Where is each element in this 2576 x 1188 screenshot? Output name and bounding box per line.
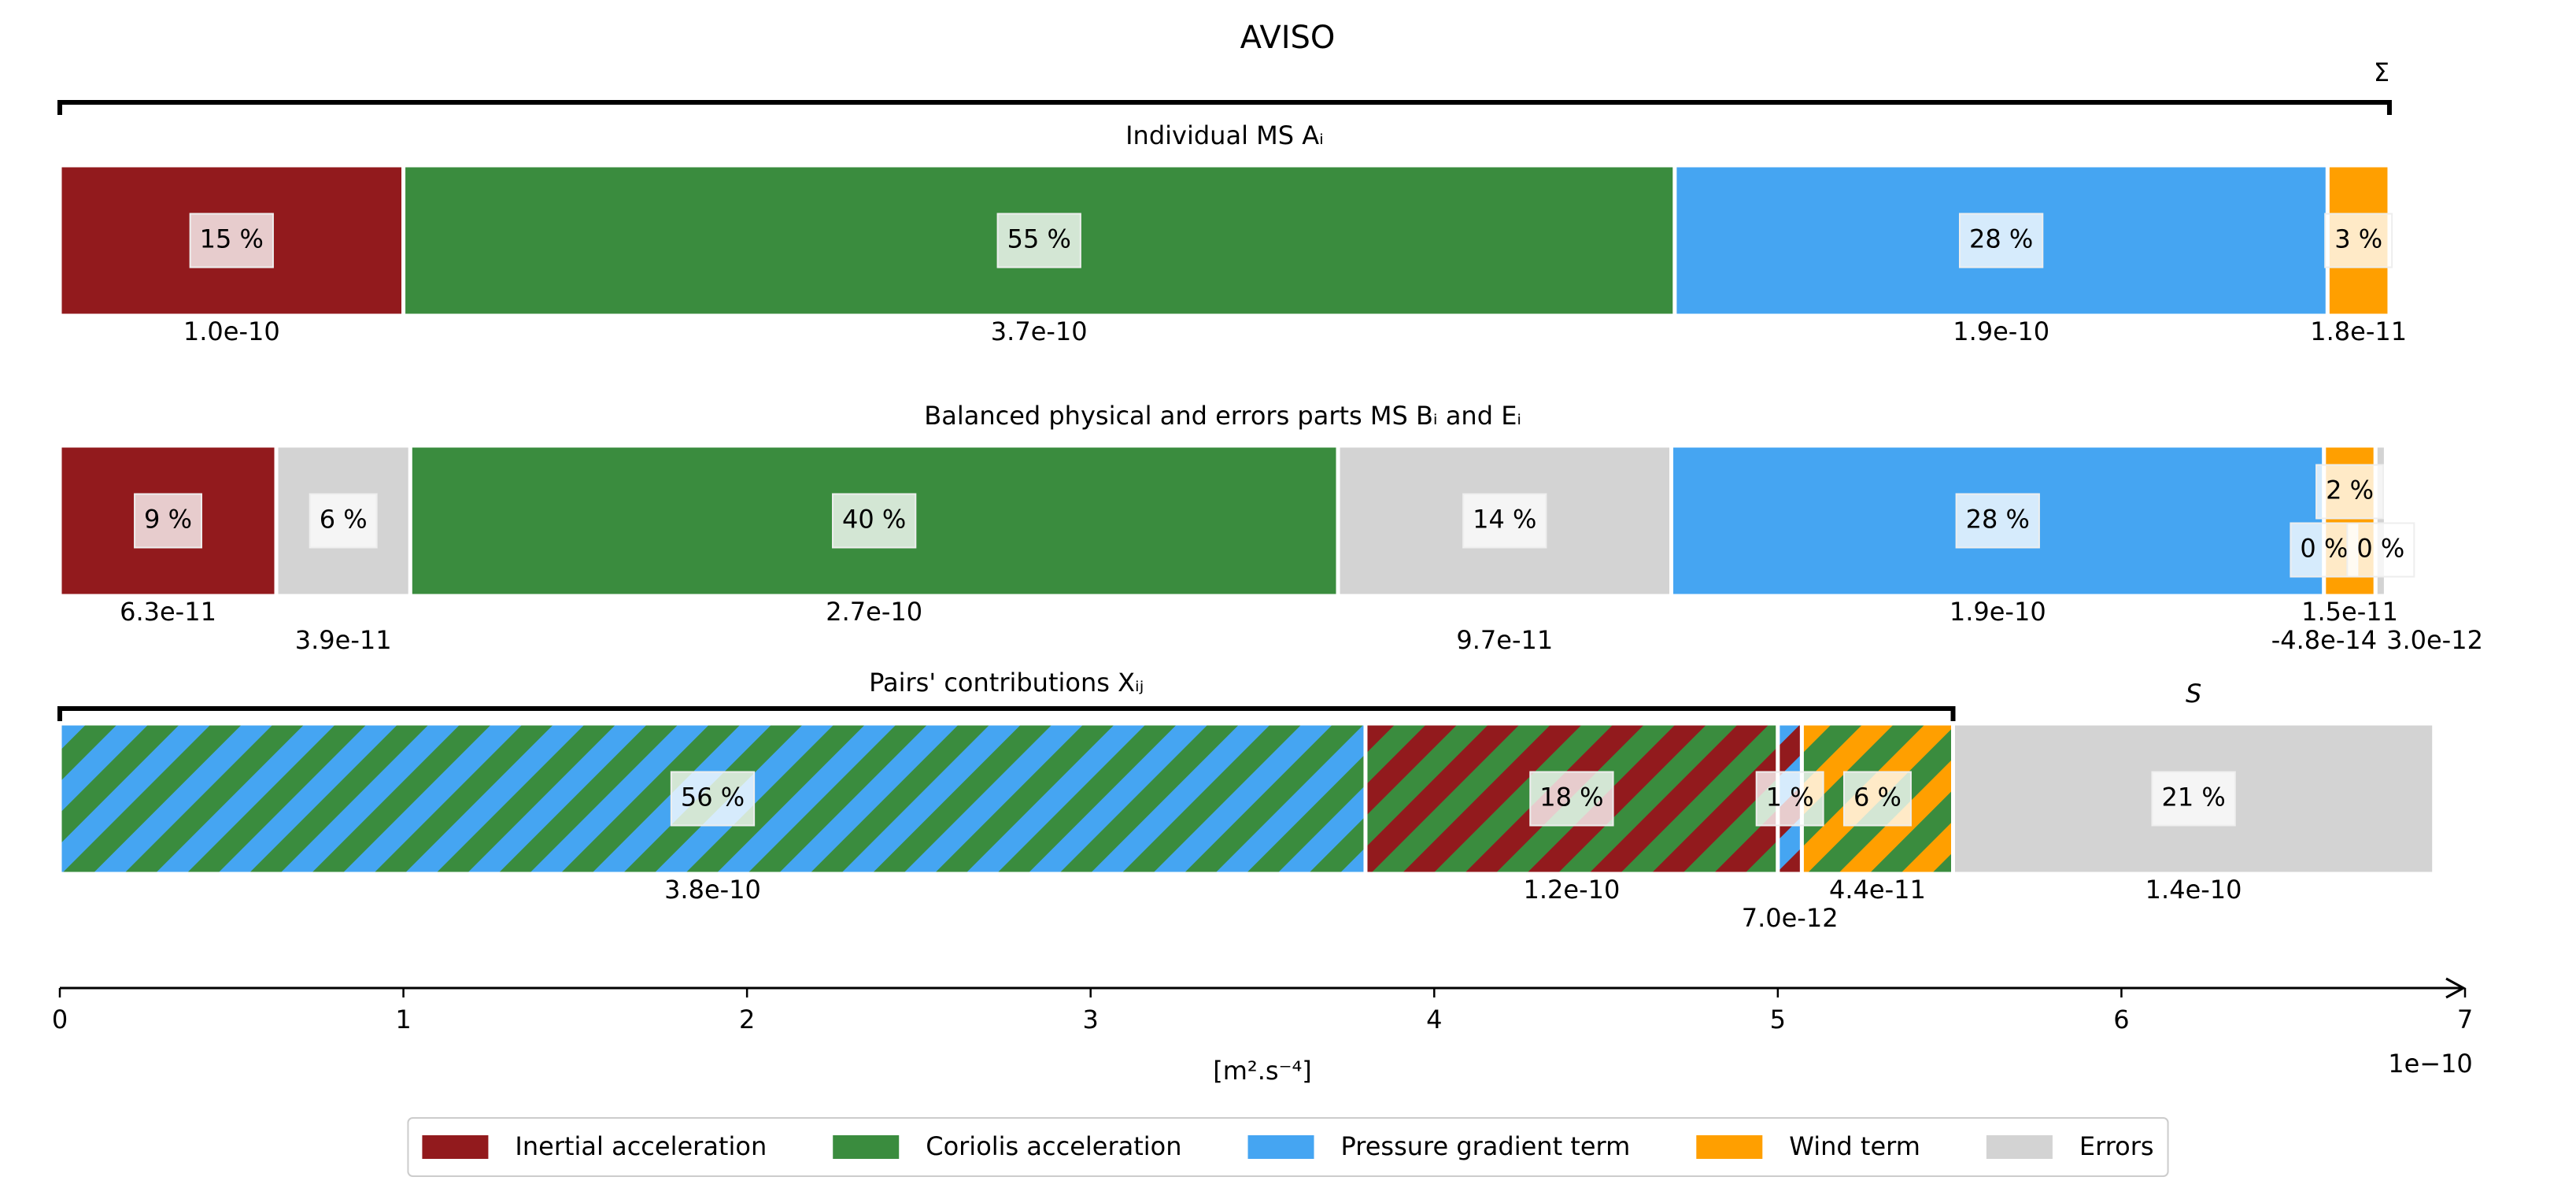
percent-label: 3 % bbox=[2324, 213, 2393, 268]
legend-label: Errors bbox=[2079, 1131, 2154, 1161]
legend-swatch bbox=[1247, 1135, 1314, 1159]
value-label: 1.9e-10 bbox=[1953, 316, 2049, 346]
x-tick-label: 3 bbox=[1083, 1005, 1099, 1034]
chart-title: AVISO bbox=[1240, 20, 1336, 56]
legend-label: Pressure gradient term bbox=[1341, 1131, 1631, 1161]
percent-label-box bbox=[2290, 522, 2359, 578]
percent-label-text: 6 % bbox=[1853, 783, 1902, 812]
percent-label-text: 28 % bbox=[1966, 505, 2030, 535]
value-label: 1.4e-10 bbox=[2145, 875, 2242, 905]
percent-label-box bbox=[2315, 464, 2385, 520]
legend-label: Inertial acceleration bbox=[515, 1131, 767, 1161]
group-bracket bbox=[57, 706, 1956, 721]
percent-label-box bbox=[189, 213, 274, 268]
x-tick-label: 2 bbox=[739, 1005, 755, 1034]
value-label: 6.3e-11 bbox=[120, 597, 216, 627]
value-label: 1.2e-10 bbox=[1523, 875, 1620, 905]
sum-label: Σ bbox=[2374, 57, 2389, 87]
x-tick-label: 4 bbox=[1426, 1005, 1442, 1034]
value-label: 4.4e-11 bbox=[1829, 875, 1926, 905]
percent-label: 18 % bbox=[1529, 771, 1614, 827]
value-label: 1.5e-11 bbox=[2301, 597, 2398, 627]
x-axis-label: [m².s⁻⁴] bbox=[1213, 1056, 1312, 1086]
percent-label-text: 1 % bbox=[1766, 783, 1814, 812]
x-offset-label: 1e−10 bbox=[2388, 1049, 2473, 1079]
percent-label-box bbox=[1842, 771, 1912, 827]
x-tick-label: 7 bbox=[2457, 1005, 2473, 1034]
legend: Inertial acceleration Coriolis accelerati… bbox=[407, 1117, 2169, 1177]
percent-label-text: 14 % bbox=[1473, 505, 1536, 535]
percent-label: 14 % bbox=[1462, 493, 1547, 549]
percent-label-box bbox=[2324, 213, 2393, 268]
percent-label-text: 3 % bbox=[2334, 224, 2382, 254]
percent-label-text: 56 % bbox=[681, 783, 745, 812]
percent-label: 56 % bbox=[670, 771, 756, 827]
group-title: Balanced physical and errors parts MS Bᵢ… bbox=[924, 401, 1521, 431]
group-title: S bbox=[2186, 679, 2201, 709]
percent-label: 28 % bbox=[1958, 213, 2044, 268]
percent-label: 6 % bbox=[1842, 771, 1912, 827]
percent-label-box bbox=[1958, 213, 2044, 268]
x-axis-arrow bbox=[2445, 977, 2467, 999]
percent-label-box bbox=[670, 771, 756, 827]
percent-label-text: 21 % bbox=[2161, 783, 2225, 812]
percent-label: 0 % bbox=[2290, 522, 2359, 578]
legend-label: Wind term bbox=[1789, 1131, 1920, 1161]
value-label: 3.7e-10 bbox=[991, 316, 1088, 346]
legend-swatch bbox=[833, 1135, 900, 1159]
legend-label: Coriolis acceleration bbox=[926, 1131, 1181, 1161]
percent-label-text: 0 % bbox=[2300, 534, 2348, 564]
percent-label: 9 % bbox=[134, 493, 202, 549]
value-label: 3.9e-11 bbox=[295, 625, 392, 655]
group-title: Individual MS Aᵢ bbox=[1125, 120, 1324, 150]
percent-label: 28 % bbox=[1955, 493, 2040, 549]
value-label: -4.8e-14 bbox=[2271, 625, 2377, 655]
value-label: 9.7e-11 bbox=[1456, 625, 1553, 655]
percent-label-box bbox=[1462, 493, 1547, 549]
value-label: 1.0e-10 bbox=[183, 316, 280, 346]
sum-bracket bbox=[57, 100, 2392, 115]
percent-label: 15 % bbox=[189, 213, 274, 268]
percent-label-text: 15 % bbox=[200, 224, 264, 254]
value-label: 2.7e-10 bbox=[826, 597, 922, 627]
percent-label: 21 % bbox=[2151, 771, 2236, 827]
value-label: 3.8e-10 bbox=[664, 875, 761, 905]
legend-swatch bbox=[422, 1135, 489, 1159]
percent-label-text: 55 % bbox=[1007, 224, 1071, 254]
percent-label-box bbox=[2346, 522, 2415, 578]
value-label: 1.9e-10 bbox=[1950, 597, 2046, 627]
x-tick-label: 6 bbox=[2113, 1005, 2129, 1034]
percent-label: 1 % bbox=[1755, 771, 1824, 827]
percent-label-box bbox=[1529, 771, 1614, 827]
percent-label-box bbox=[1955, 493, 2040, 549]
group-title: Pairs' contributions Xᵢⱼ bbox=[869, 668, 1144, 698]
percent-label: 6 % bbox=[309, 493, 378, 549]
percent-label-text: 0 % bbox=[2356, 534, 2404, 564]
percent-label-box bbox=[2151, 771, 2236, 827]
percent-label-box bbox=[134, 493, 202, 549]
percent-label-box bbox=[832, 493, 917, 549]
percent-label-box bbox=[996, 213, 1081, 268]
percent-label: 40 % bbox=[832, 493, 917, 549]
value-label: 1.8e-11 bbox=[2310, 316, 2407, 346]
x-tick-label: 1 bbox=[395, 1005, 411, 1034]
percent-label: 0 % bbox=[2346, 522, 2415, 578]
legend-swatch bbox=[1986, 1135, 2053, 1159]
value-label: 7.0e-12 bbox=[1742, 903, 1839, 933]
percent-label-text: 40 % bbox=[842, 505, 906, 535]
percent-label-box bbox=[309, 493, 378, 549]
value-label: 3.0e-12 bbox=[2386, 625, 2483, 655]
percent-label-text: 28 % bbox=[1969, 224, 2033, 254]
percent-label: 2 % bbox=[2315, 464, 2385, 520]
percent-label-text: 6 % bbox=[320, 505, 368, 535]
percent-label-text: 18 % bbox=[1539, 783, 1603, 812]
percent-label-box bbox=[1755, 771, 1824, 827]
percent-label: 55 % bbox=[996, 213, 1081, 268]
legend-swatch bbox=[1696, 1135, 1763, 1159]
percent-label-text: 9 % bbox=[144, 505, 192, 535]
percent-label-text: 2 % bbox=[2326, 476, 2374, 505]
x-tick-label: 0 bbox=[52, 1005, 68, 1034]
x-tick-label: 5 bbox=[1770, 1005, 1786, 1034]
